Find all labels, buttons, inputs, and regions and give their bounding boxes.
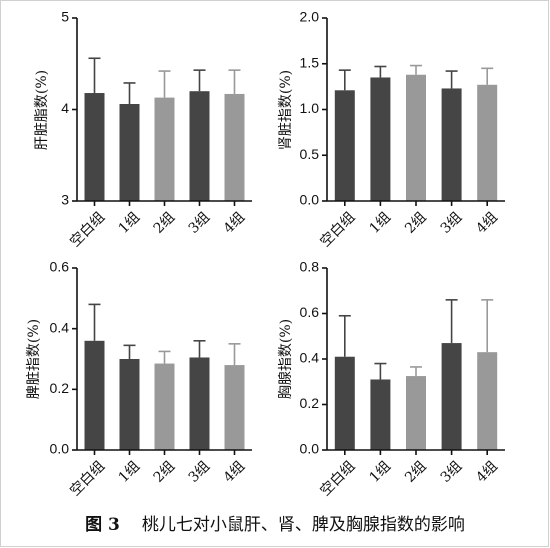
bar-5 (477, 84, 498, 201)
y-tick-label-1: 0.2 (50, 380, 70, 396)
category-label-3: 2组 (402, 458, 430, 486)
bar-3 (406, 376, 426, 450)
bar-4 (189, 91, 210, 201)
y-tick-label-2: 5 (61, 9, 69, 25)
bar-1 (334, 356, 355, 450)
bar-3 (406, 74, 426, 201)
bar-5 (477, 352, 498, 450)
y-tick-label-0: 0.0 (50, 441, 70, 457)
y-tick-label-2: 1.0 (300, 100, 320, 116)
y-axis-title: 胸腺指数(%) (278, 319, 294, 399)
bar-1 (334, 90, 355, 201)
bar-5 (224, 93, 245, 201)
bar-2 (370, 379, 391, 450)
y-axis-title: 脾脏指数(%) (26, 319, 42, 399)
bar-3 (154, 363, 175, 450)
y-tick-label-0: 3 (61, 192, 69, 208)
bar-1 (84, 340, 105, 450)
bar-2 (370, 77, 391, 201)
bar-5 (224, 365, 245, 450)
figure-caption: 图 3 桃儿七对小鼠肝、肾、脾及胸腺指数的影响 (0, 510, 550, 535)
y-tick-label-3: 0.6 (50, 259, 70, 275)
bar-2 (119, 359, 140, 450)
bar-2 (119, 104, 140, 201)
category-label-1: 空白组 (317, 458, 358, 499)
y-tick-label-4: 0.8 (300, 259, 320, 275)
y-axis-title: 肝脏脂数(%) (34, 70, 50, 150)
y-axis-title: 肾脏指数(%) (278, 70, 294, 150)
figure-caption-text: 桃儿七对小鼠肝、肾、脾及胸腺指数的影响 (141, 515, 465, 535)
y-tick-label-2: 0.4 (300, 350, 320, 366)
y-tick-label-0: 0.0 (300, 441, 320, 457)
y-tick-label-1: 4 (61, 100, 69, 116)
y-tick-label-0: 0.0 (300, 192, 320, 208)
category-label-4: 3组 (438, 458, 466, 486)
bar-3 (154, 97, 175, 201)
y-tick-label-1: 0.2 (300, 395, 320, 411)
y-tick-label-1: 0.5 (300, 146, 320, 162)
y-tick-label-3: 1.5 (300, 54, 320, 70)
category-label-5: 4组 (473, 458, 501, 486)
y-tick-label-4: 2.0 (300, 9, 320, 25)
figure-number: 图 3 (85, 515, 120, 535)
bar-4 (441, 343, 462, 450)
bar-1 (84, 93, 105, 201)
bar-4 (441, 88, 462, 201)
category-label-2: 1组 (366, 458, 394, 486)
y-tick-label-2: 0.4 (50, 319, 70, 335)
bar-4 (189, 357, 210, 450)
y-tick-label-3: 0.6 (300, 304, 320, 320)
